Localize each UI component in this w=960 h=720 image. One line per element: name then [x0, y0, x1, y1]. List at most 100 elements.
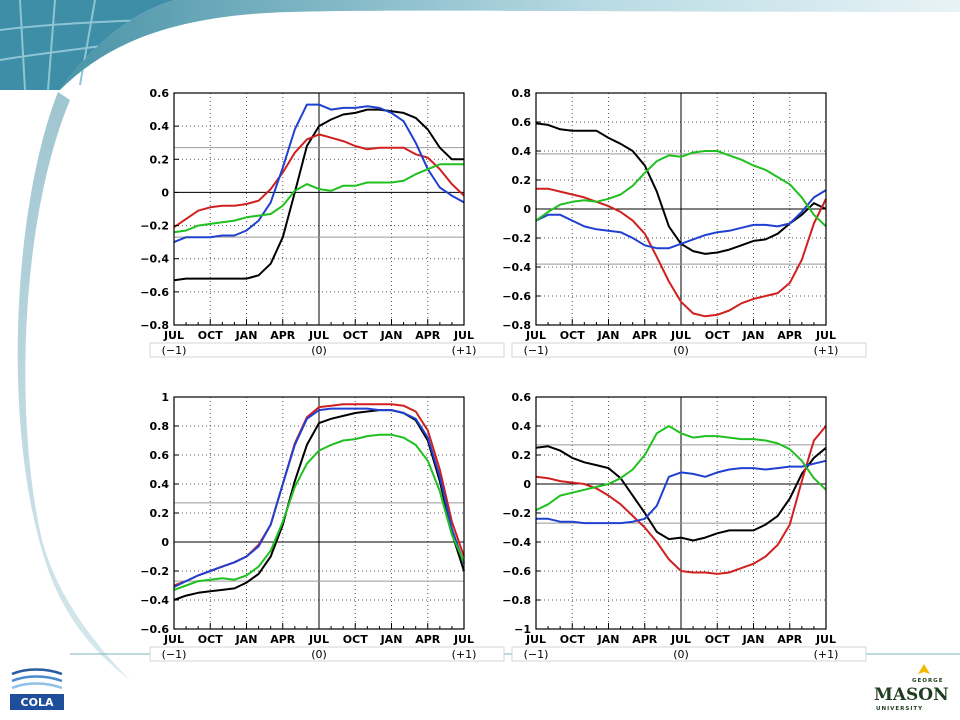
y-tick-label: 0.6	[512, 116, 532, 129]
x-tick-label: APR	[632, 329, 658, 342]
year-label: (0)	[673, 648, 689, 661]
x-tick-label: JAN	[597, 329, 620, 342]
chart-panel-bottom-left: −0.6 −0.4 −0.2 0 0.2 0.4 0.6 0.8 1 JUL OCT JAN APR JU…	[140, 391, 505, 662]
cola-logo: COLA	[10, 668, 64, 710]
y-tick-label: −0.8	[502, 319, 531, 332]
year-label-strip	[511, 342, 867, 358]
cola-logo-text: COLA	[21, 696, 54, 709]
x-tick-label: OCT	[705, 633, 730, 646]
year-label: (+1)	[814, 344, 839, 357]
x-tick-label: OCT	[343, 329, 368, 342]
series-line-0	[173, 108, 464, 282]
y-tick-label: 0.2	[150, 507, 170, 520]
year-label-strip	[511, 646, 867, 662]
x-tick-label: JAN	[742, 329, 765, 342]
y-tick-label: 0.6	[150, 87, 170, 100]
series-line-3	[173, 163, 464, 234]
x-tick-label: APR	[415, 633, 441, 646]
x-tick-label: OCT	[560, 633, 585, 646]
gmu-logo: GEORGE MASON UNIVERSITY	[874, 664, 949, 712]
year-label: (−1)	[524, 344, 549, 357]
x-tick-label: JUL	[453, 633, 474, 646]
y-tick-label: −0.4	[140, 594, 169, 607]
header-swoosh	[60, 0, 960, 90]
chart-panel-bottom-right: −1 −0.8 −0.6 −0.4 −0.2 0 0.2 0.4 0.6 JUL OCT JAN APR…	[502, 391, 867, 662]
x-tick-label: JUL	[525, 633, 546, 646]
x-tick-label: JAN	[235, 329, 258, 342]
x-tick-label: JUL	[453, 329, 474, 342]
y-tick-label: 0	[161, 186, 169, 199]
y-tick-label: −0.4	[502, 261, 531, 274]
x-tick-label: JUL	[308, 633, 329, 646]
x-tick-label: APR	[415, 329, 441, 342]
y-tick-label: 0.8	[150, 420, 170, 433]
series-line-2	[173, 103, 465, 244]
y-tick-label: 0.6	[150, 449, 170, 462]
y-tick-label: −0.4	[140, 253, 169, 266]
gmu-logo-top-text: GEORGE	[912, 678, 943, 684]
year-label: (0)	[311, 344, 327, 357]
y-tick-label: −0.4	[502, 536, 531, 549]
year-label-strip	[149, 342, 505, 358]
y-tick-label: 0	[161, 536, 169, 549]
x-tick-label: JAN	[380, 633, 403, 646]
y-tick-label: −0.8	[140, 319, 169, 332]
x-tick-label: OCT	[198, 633, 223, 646]
year-label: (−1)	[162, 344, 187, 357]
x-tick-label: JAN	[235, 633, 258, 646]
x-tick-label: OCT	[560, 329, 585, 342]
y-tick-label: 0.4	[150, 120, 170, 133]
y-tick-label: 0.4	[150, 478, 170, 491]
x-tick-label: OCT	[705, 329, 730, 342]
y-tick-label: −0.6	[502, 290, 531, 303]
y-tick-label: 0.2	[150, 153, 170, 166]
y-tick-label: 0.2	[512, 449, 532, 462]
year-label: (−1)	[524, 648, 549, 661]
year-label: (+1)	[814, 648, 839, 661]
x-tick-label: JUL	[525, 329, 546, 342]
year-label-strip	[149, 646, 505, 662]
y-tick-label: 0.4	[512, 145, 532, 158]
y-tick-label: −0.2	[502, 232, 531, 245]
year-label: (0)	[673, 344, 689, 357]
x-tick-label: JAN	[380, 329, 403, 342]
y-tick-label: 0	[523, 478, 531, 491]
series-line-0	[535, 445, 827, 542]
series-line-2	[536, 459, 827, 525]
x-tick-label: JUL	[815, 633, 836, 646]
series-line-2	[535, 189, 827, 250]
chart-panel-top-left: −0.8 −0.6 −0.4 −0.2 0 0.2 0.4 0.6 JUL OCT JAN APR JU…	[140, 87, 505, 358]
gmu-logo-main-text: MASON	[874, 685, 949, 705]
y-tick-label: 1	[161, 391, 169, 404]
y-tick-label: 0	[523, 203, 531, 216]
series-line-1	[173, 133, 465, 229]
series-line-2	[173, 407, 465, 588]
y-tick-label: −0.6	[502, 565, 531, 578]
y-tick-label: 0.8	[512, 87, 532, 100]
y-tick-label: −0.6	[140, 286, 169, 299]
x-tick-label: JUL	[163, 329, 184, 342]
y-tick-label: −0.8	[502, 594, 531, 607]
x-tick-label: OCT	[198, 329, 223, 342]
y-tick-label: 0.2	[512, 174, 532, 187]
x-tick-label: JUL	[670, 633, 691, 646]
x-tick-label: JAN	[742, 633, 765, 646]
x-tick-label: JUL	[670, 329, 691, 342]
year-label: (0)	[311, 648, 327, 661]
year-label: (+1)	[452, 648, 477, 661]
x-tick-label: APR	[270, 633, 296, 646]
y-tick-label: 0.4	[512, 420, 532, 433]
year-label: (+1)	[452, 344, 477, 357]
y-tick-label: −0.2	[502, 507, 531, 520]
x-tick-label: JUL	[815, 329, 836, 342]
x-tick-label: APR	[270, 329, 296, 342]
series-line-3	[535, 425, 827, 512]
x-tick-label: JAN	[597, 633, 620, 646]
series-line-3	[535, 150, 827, 228]
x-tick-label: OCT	[343, 633, 368, 646]
y-tick-label: −0.6	[140, 623, 169, 636]
y-tick-label: 0.6	[512, 391, 532, 404]
x-tick-label: JUL	[163, 633, 184, 646]
series-line-1	[535, 425, 827, 575]
